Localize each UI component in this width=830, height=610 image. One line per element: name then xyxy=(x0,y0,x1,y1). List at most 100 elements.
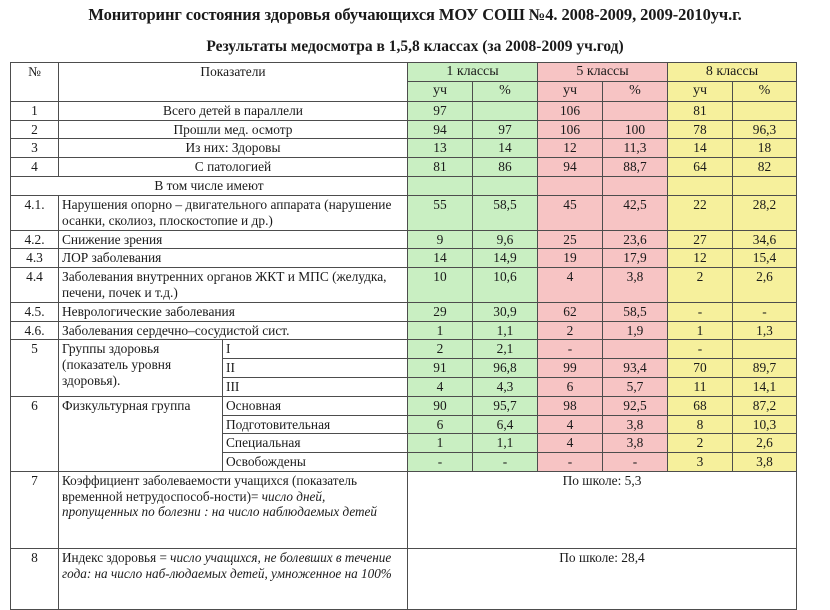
table-row: 2 Прошли мед. осмотр 94 97 106 100 78 96… xyxy=(10,119,797,140)
header-sub-class5-percent: % xyxy=(602,81,668,102)
header-sub-class5-count: уч xyxy=(537,81,603,102)
cell-class8-count xyxy=(667,176,733,196)
table-row: Освобождены - - - - 3 3,8 xyxy=(11,452,797,473)
row-number: 6 xyxy=(10,395,59,473)
cell-class8-percent: - xyxy=(732,301,797,322)
cell-class8-percent: 1,3 xyxy=(732,320,797,341)
cell-class1-count: 13 xyxy=(407,138,473,159)
cell-class5-count: 25 xyxy=(537,229,603,250)
row-indicator: Из них: Здоровы xyxy=(58,138,408,159)
table-row: 4.2. Снижение зрения 9 9,6 25 23,6 27 34… xyxy=(10,229,797,250)
subrow-label: Основная xyxy=(222,395,408,416)
cell-class8-percent: 14,1 xyxy=(732,377,797,397)
cell-class5-percent: 11,3 xyxy=(602,138,668,159)
row-number: 4.1. xyxy=(10,194,59,231)
cell-class1-count: 97 xyxy=(407,100,473,121)
row-number: 4.2. xyxy=(10,229,59,250)
row-number: 2 xyxy=(10,119,59,140)
header-row-groups: № Показатели 1 классы 5 классы 8 классы xyxy=(10,61,797,102)
table-row: 4.6. Заболевания сердечно–сосудистой сис… xyxy=(10,320,797,341)
row-number: 4 xyxy=(10,157,59,178)
cell-class5-count: 94 xyxy=(537,157,603,178)
row-indicator: Неврологические заболевания xyxy=(58,301,408,322)
row-indicator: Заболевания сердечно–сосудистой сист. xyxy=(58,320,408,341)
cell-class5-percent: 58,5 xyxy=(602,301,668,322)
cell-class1-count: 14 xyxy=(407,248,473,269)
header-sub-class8-count: уч xyxy=(667,81,733,102)
row-indicator: Нарушения опорно – двигательного аппарат… xyxy=(58,194,408,231)
cell-class5-percent: 23,6 xyxy=(602,229,668,250)
table-row: Подготовительная 6 6,4 4 3,8 8 10,3 xyxy=(11,414,797,435)
row-indicator: ЛОР заболевания xyxy=(58,248,408,269)
cell-class8-count: 68 xyxy=(667,395,733,416)
cell-class1-percent: 14,9 xyxy=(472,248,538,269)
subrow-label: Специальная xyxy=(222,433,408,454)
cell-class1-percent: 95,7 xyxy=(472,395,538,416)
cell-class1-percent: 9,6 xyxy=(472,229,538,250)
cell-class1-count: 81 xyxy=(407,157,473,178)
section-label: В том числе имеют xyxy=(10,176,408,196)
cell-class8-percent: 34,6 xyxy=(732,229,797,250)
cell-class1-count: 29 xyxy=(407,301,473,322)
table-header: № Показатели 1 классы 5 классы 8 классы … xyxy=(10,61,797,102)
cell-class5-percent: 100 xyxy=(602,119,668,140)
cell-class8-percent: 87,2 xyxy=(732,395,797,416)
cell-class1-count: 2 xyxy=(407,339,473,360)
cell-class8-count: 3 xyxy=(667,452,733,473)
cell-class1-percent: 10,6 xyxy=(472,267,538,303)
cell-class5-count: 106 xyxy=(537,100,603,121)
cell-class8-percent: 2,6 xyxy=(732,433,797,454)
row-number: 1 xyxy=(10,100,59,121)
cell-class1-percent: 97 xyxy=(472,119,538,140)
cell-class8-count: - xyxy=(667,301,733,322)
cell-class5-count: - xyxy=(537,452,603,473)
cell-class1-count: - xyxy=(407,452,473,473)
cell-class5-count: 99 xyxy=(537,358,603,378)
cell-class8-count: 12 xyxy=(667,248,733,269)
table-row: 1 Всего детей в параллели 97 106 81 xyxy=(10,100,797,121)
row-indicator: С патологией xyxy=(58,157,408,178)
cell-class1-count xyxy=(407,176,473,196)
cell-class5-percent: 88,7 xyxy=(602,157,668,178)
row-number: 3 xyxy=(10,138,59,159)
header-indicators: Показатели xyxy=(58,61,408,102)
row-number: 7 xyxy=(10,471,59,550)
cell-class5-percent: 42,5 xyxy=(602,194,668,231)
cell-class5-count: 106 xyxy=(537,119,603,140)
cell-class1-count: 91 xyxy=(407,358,473,378)
table-row-section-header: В том числе имеют xyxy=(10,176,797,196)
header-sub-class1-percent: % xyxy=(472,81,538,102)
cell-class5-percent: - xyxy=(602,452,668,473)
row-number: 4.6. xyxy=(10,320,59,341)
cell-class1-percent: 86 xyxy=(472,157,538,178)
table-row: 4.3 ЛОР заболевания 14 14,9 19 17,9 12 1… xyxy=(10,248,797,269)
cell-class8-percent: 3,8 xyxy=(732,452,797,473)
row-number: 8 xyxy=(10,548,59,610)
subrow-label: Подготовительная xyxy=(222,414,408,435)
cell-class5-count: 4 xyxy=(537,414,603,435)
row-number: 4.5. xyxy=(10,301,59,322)
cell-class5-percent: 3,8 xyxy=(602,267,668,303)
cell-class8-count: 14 xyxy=(667,138,733,159)
cell-class5-percent: 92,5 xyxy=(602,395,668,416)
cell-class5-percent: 3,8 xyxy=(602,414,668,435)
cell-class8-count: 64 xyxy=(667,157,733,178)
cell-class1-percent: 4,3 xyxy=(472,377,538,397)
cell-class1-percent: 30,9 xyxy=(472,301,538,322)
cell-class8-percent xyxy=(732,176,797,196)
cell-class8-percent: 96,3 xyxy=(732,119,797,140)
cell-class8-count: - xyxy=(667,339,733,360)
header-group-class5: 5 классы xyxy=(537,61,668,83)
cell-class8-count: 1 xyxy=(667,320,733,341)
row-indicator: Прошли мед. осмотр xyxy=(58,119,408,140)
table-row: 4.4 Заболевания внутренних органов ЖКТ и… xyxy=(10,267,797,303)
cell-class8-percent xyxy=(732,339,797,360)
cell-class5-count: - xyxy=(537,339,603,360)
cell-class5-percent: 5,7 xyxy=(602,377,668,397)
cell-class5-count: 62 xyxy=(537,301,603,322)
row-formula: Индекс здоровья = число учащихся, не бол… xyxy=(58,548,408,610)
formula-plain: Индекс здоровья = xyxy=(62,550,167,566)
table-row: 6 Физкультурная группа Основная 90 95,7 … xyxy=(10,395,797,473)
cell-class1-count: 1 xyxy=(407,320,473,341)
